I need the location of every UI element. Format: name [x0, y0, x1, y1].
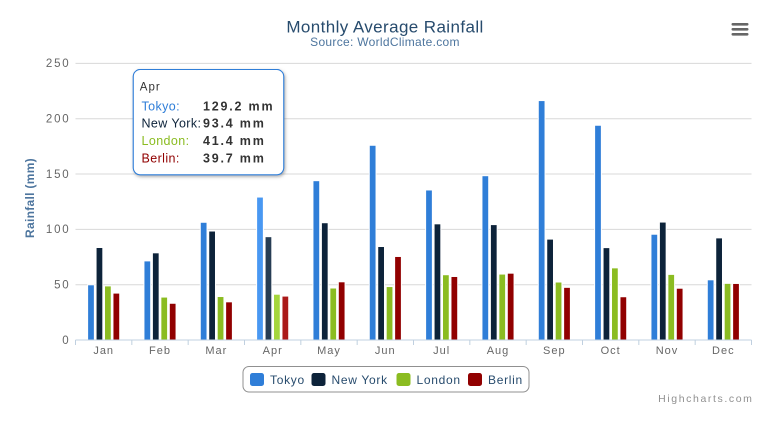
svg-text:Mar: Mar: [205, 345, 227, 357]
svg-text:200: 200: [46, 114, 71, 126]
svg-text:50: 50: [54, 280, 70, 292]
svg-text:Source: WorldClimate.com: Source: WorldClimate.com: [310, 35, 460, 49]
svg-text:Berlin: Berlin: [488, 373, 523, 387]
svg-text:Jan: Jan: [93, 345, 114, 357]
svg-text:41.4 mm: 41.4 mm: [203, 134, 266, 148]
svg-text:London: London: [417, 373, 461, 387]
svg-text:London:: London:: [142, 134, 190, 148]
svg-text:Berlin:: Berlin:: [142, 151, 180, 165]
svg-text:New York: New York: [332, 373, 389, 387]
svg-text:Rainfall (mm): Rainfall (mm): [23, 158, 37, 238]
svg-text:100: 100: [46, 224, 71, 236]
svg-text:Oct: Oct: [601, 345, 621, 357]
svg-text:Apr: Apr: [263, 345, 283, 357]
svg-text:May: May: [317, 345, 341, 357]
svg-text:Tokyo: Tokyo: [270, 373, 305, 387]
svg-text:Nov: Nov: [656, 345, 679, 357]
svg-text:Monthly Average Rainfall: Monthly Average Rainfall: [286, 18, 483, 37]
svg-text:New York:: New York:: [142, 117, 202, 131]
svg-text:39.7 mm: 39.7 mm: [203, 151, 266, 165]
svg-text:129.2 mm: 129.2 mm: [203, 99, 274, 113]
svg-text:0: 0: [62, 335, 70, 347]
svg-text:250: 250: [46, 58, 71, 70]
svg-text:Jun: Jun: [375, 345, 396, 357]
svg-text:150: 150: [46, 169, 71, 181]
svg-text:Tokyo:: Tokyo:: [142, 99, 181, 113]
svg-text:93.4 mm: 93.4 mm: [203, 117, 266, 131]
svg-text:Apr: Apr: [140, 82, 161, 94]
svg-text:Aug: Aug: [487, 345, 510, 357]
svg-text:Dec: Dec: [712, 345, 735, 357]
svg-text:Sep: Sep: [543, 345, 566, 357]
svg-text:Highcharts.com: Highcharts.com: [658, 393, 753, 405]
svg-text:Jul: Jul: [433, 345, 450, 357]
svg-text:Feb: Feb: [149, 345, 171, 357]
